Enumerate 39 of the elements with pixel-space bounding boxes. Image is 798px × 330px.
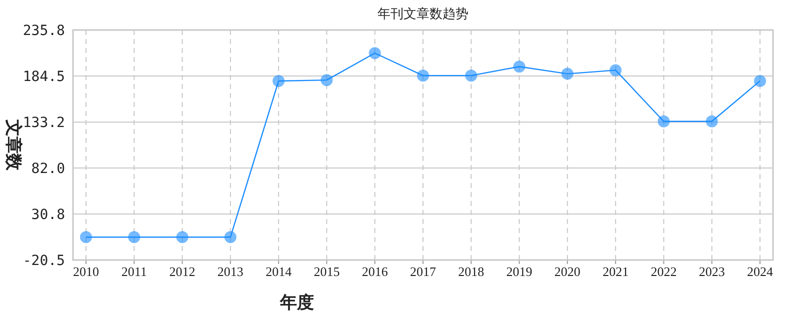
x-tick-label: 2019 xyxy=(506,264,532,279)
x-tick-label: 2011 xyxy=(121,264,147,279)
y-tick-label: 235.8 xyxy=(22,23,65,39)
x-tick-label: 2023 xyxy=(698,264,725,279)
point xyxy=(706,115,718,128)
x-tick-label: 2024 xyxy=(747,264,774,279)
point xyxy=(224,231,236,244)
x-axis-title: 年度 xyxy=(279,293,314,313)
x-tick-label: 2017 xyxy=(410,264,436,279)
y-axis-title: 文章数 xyxy=(3,118,23,172)
point xyxy=(417,70,429,82)
point xyxy=(754,74,766,87)
point xyxy=(128,231,140,244)
point xyxy=(513,60,526,73)
y-tick-label: 30.8 xyxy=(31,206,65,223)
y-tick-label: 184.5 xyxy=(22,69,65,86)
point xyxy=(272,74,285,87)
y-tick-label: 133.2 xyxy=(22,115,65,132)
point xyxy=(465,70,478,82)
point xyxy=(368,47,381,60)
x-tick-label: 2022 xyxy=(650,264,677,279)
x-tick-label: 2010 xyxy=(73,264,99,279)
point xyxy=(176,231,188,244)
x-tick-label: 2015 xyxy=(314,264,340,279)
x-tick-label: 2013 xyxy=(217,264,244,279)
point xyxy=(80,231,92,244)
y-tick-label: 82.0 xyxy=(31,161,65,178)
point xyxy=(610,64,622,76)
x-tick-label: 2016 xyxy=(362,264,388,279)
x-tick-label: 2018 xyxy=(458,264,484,279)
point xyxy=(658,115,670,128)
x-tick-label: 2012 xyxy=(169,264,196,279)
chart-title: 年刊文章数趋势 xyxy=(378,7,468,22)
y-tick-label: -20.5 xyxy=(22,253,65,269)
x-tick-label: 2014 xyxy=(266,264,292,279)
x-tick-label: 2021 xyxy=(602,264,629,279)
x-tick-label: 2020 xyxy=(554,264,580,279)
point xyxy=(320,74,333,86)
point xyxy=(561,68,574,80)
